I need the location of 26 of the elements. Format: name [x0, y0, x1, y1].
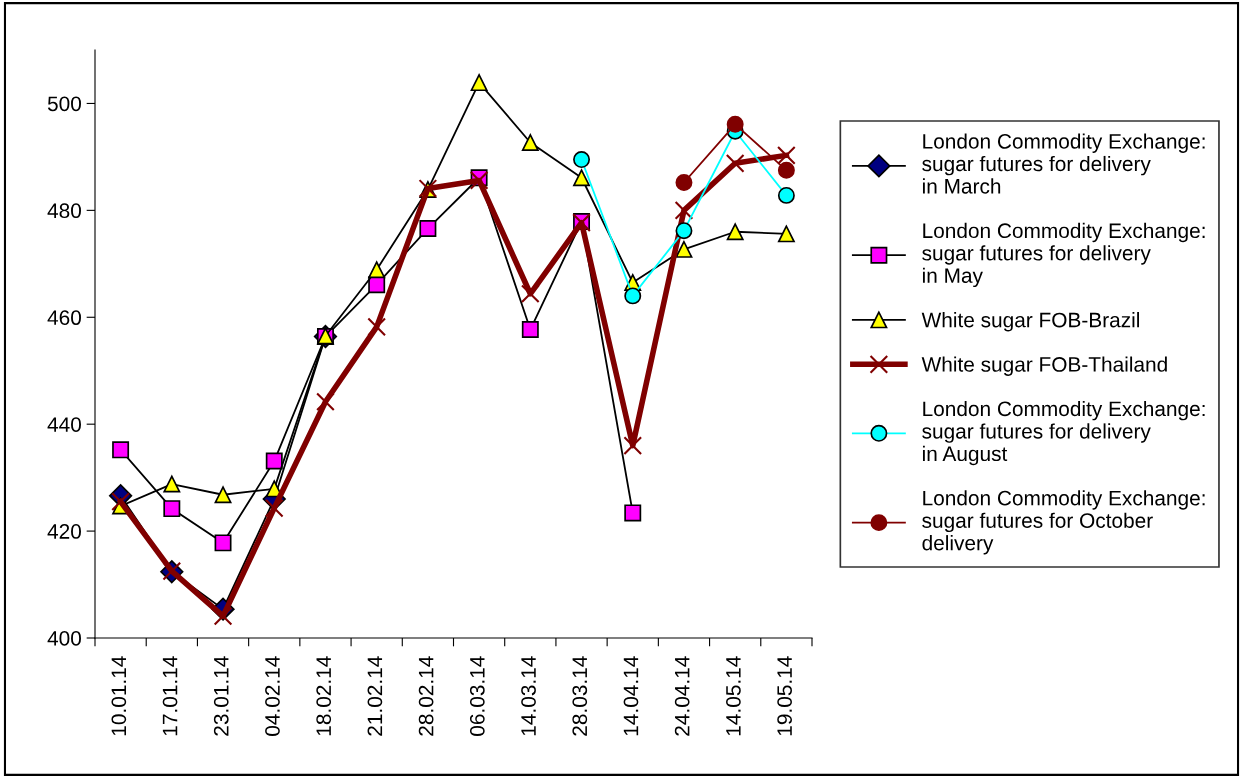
x-tick-label: 10.01.14 [111, 656, 127, 736]
x-tick-label: 23.01.14 [213, 656, 229, 736]
legend-label: London Commodity Exchange: sugar futures for October delivery [922, 490, 1205, 555]
x-tick-label: 06.03.14 [469, 656, 485, 736]
legend-label: London Commodity Exchange: sugar futures for delivery in May [922, 222, 1205, 288]
x-tick-label: 14.04.14 [623, 656, 639, 736]
legend-label: White sugar FOB-Brazil [921, 312, 1139, 332]
x-tick-label: 24.04.14 [674, 656, 690, 736]
x-tick-label: 28.02.14 [418, 656, 434, 736]
x-tick-label: 18.02.14 [316, 656, 332, 736]
y-tick-label: 420 [47, 524, 81, 539]
y-tick-label: 480 [47, 203, 81, 219]
y-tick-label: 500 [47, 96, 81, 112]
y-tick-label: 440 [47, 417, 81, 432]
legend-label: White sugar FOB-Thailand [921, 356, 1167, 376]
x-tick-label: 28.03.14 [572, 656, 588, 736]
y-tick-label: 400 [47, 631, 81, 646]
x-tick-label: 19.05.14 [777, 656, 792, 736]
x-tick-label: 14.05.14 [726, 656, 741, 736]
x-tick-label: 17.01.14 [162, 656, 178, 736]
x-tick-label: 14.03.14 [521, 656, 536, 736]
legend-label: London Commodity Exchange: sugar futures for delivery in March [922, 133, 1205, 194]
y-tick-label: 460 [47, 310, 81, 326]
x-tick-label: 04.02.14 [265, 656, 280, 736]
legend-label: London Commodity Exchange: sugar futures for delivery in August [922, 400, 1205, 466]
x-tick-label: 21.02.14 [367, 656, 383, 736]
